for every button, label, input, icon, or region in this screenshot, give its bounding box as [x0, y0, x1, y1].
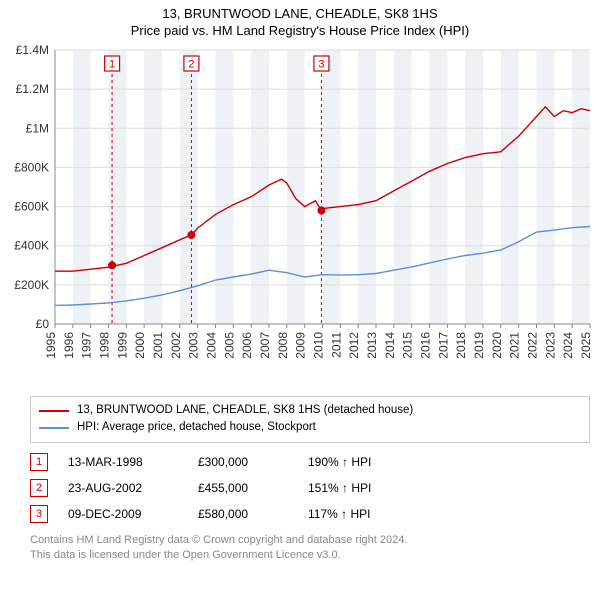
- svg-text:2007: 2007: [258, 332, 272, 359]
- svg-text:1997: 1997: [80, 332, 94, 359]
- svg-text:2006: 2006: [240, 332, 254, 359]
- svg-text:2019: 2019: [472, 332, 486, 359]
- title-address: 13, BRUNTWOOD LANE, CHEADLE, SK8 1HS: [8, 6, 592, 21]
- svg-text:2011: 2011: [329, 332, 343, 358]
- title-subtitle: Price paid vs. HM Land Registry's House …: [8, 23, 592, 38]
- chart: £0 £200K £400K £600K £800K £1M £1.2M £1.4M 1995 1…: [0, 42, 600, 392]
- svg-text:2001: 2001: [151, 332, 165, 359]
- svg-text:1: 1: [109, 58, 115, 70]
- legend-item: HPI: Average price, detached house, Stoc…: [39, 419, 581, 436]
- legend: 13, BRUNTWOOD LANE, CHEADLE, SK8 1HS (de…: [30, 396, 590, 443]
- event-row: 1 13-MAR-1998£300,000190% ↑ HPI: [30, 449, 590, 475]
- legend-swatch: [39, 427, 69, 429]
- footer: Contains HM Land Registry data © Crown c…: [30, 533, 590, 564]
- event-marker: 2: [30, 479, 48, 497]
- svg-text:2013: 2013: [365, 332, 379, 359]
- svg-text:£400K: £400K: [14, 239, 49, 253]
- svg-text:2004: 2004: [205, 332, 219, 359]
- svg-text:£1M: £1M: [26, 121, 49, 135]
- svg-text:2012: 2012: [347, 332, 361, 359]
- legend-swatch: [39, 410, 69, 412]
- event-price: £580,000: [198, 507, 308, 521]
- chart-container: 13, BRUNTWOOD LANE, CHEADLE, SK8 1HS Pri…: [0, 0, 600, 563]
- svg-text:2023: 2023: [543, 332, 557, 359]
- event-row: 3 09-DEC-2009£580,000117% ↑ HPI: [30, 501, 590, 527]
- svg-text:£1.2M: £1.2M: [16, 82, 49, 96]
- footer-line-2: This data is licensed under the Open Gov…: [30, 548, 590, 563]
- svg-text:2009: 2009: [294, 332, 308, 359]
- svg-text:1995: 1995: [44, 332, 58, 359]
- svg-text:2010: 2010: [312, 332, 326, 359]
- svg-text:2016: 2016: [419, 332, 433, 359]
- svg-text:2025: 2025: [579, 332, 593, 359]
- svg-text:2008: 2008: [276, 332, 290, 359]
- svg-text:2022: 2022: [526, 332, 540, 359]
- svg-text:2017: 2017: [436, 332, 450, 359]
- svg-text:£0: £0: [36, 317, 50, 331]
- title-block: 13, BRUNTWOOD LANE, CHEADLE, SK8 1HS Pri…: [0, 0, 600, 42]
- svg-text:£800K: £800K: [14, 160, 49, 174]
- event-delta: 151% ↑ HPI: [308, 481, 428, 495]
- event-date: 09-DEC-2009: [68, 507, 198, 521]
- svg-text:2015: 2015: [401, 332, 415, 359]
- event-date: 23-AUG-2002: [68, 481, 198, 495]
- event-row: 2 23-AUG-2002£455,000151% ↑ HPI: [30, 475, 590, 501]
- svg-text:2005: 2005: [222, 332, 236, 359]
- footer-line-1: Contains HM Land Registry data © Crown c…: [30, 533, 590, 548]
- svg-text:2: 2: [188, 58, 194, 70]
- svg-text:£200K: £200K: [14, 278, 49, 292]
- event-price: £455,000: [198, 481, 308, 495]
- svg-text:£600K: £600K: [14, 200, 49, 214]
- event-marker: 1: [30, 453, 48, 471]
- svg-text:2000: 2000: [133, 332, 147, 359]
- svg-text:2002: 2002: [169, 332, 183, 359]
- legend-label: HPI: Average price, detached house, Stoc…: [77, 419, 316, 436]
- svg-text:2018: 2018: [454, 332, 468, 359]
- svg-text:1998: 1998: [98, 332, 112, 359]
- svg-text:2024: 2024: [561, 332, 575, 359]
- svg-text:3: 3: [318, 58, 324, 70]
- event-marker: 3: [30, 505, 48, 523]
- legend-label: 13, BRUNTWOOD LANE, CHEADLE, SK8 1HS (de…: [77, 402, 413, 419]
- svg-text:2021: 2021: [508, 332, 522, 359]
- svg-text:2020: 2020: [490, 332, 504, 359]
- event-delta: 117% ↑ HPI: [308, 507, 428, 521]
- svg-text:£1.4M: £1.4M: [16, 43, 49, 57]
- svg-text:1999: 1999: [115, 332, 129, 359]
- svg-text:2003: 2003: [187, 332, 201, 359]
- event-date: 13-MAR-1998: [68, 455, 198, 469]
- events-table: 1 13-MAR-1998£300,000190% ↑ HPI 2 23-AUG-20…: [30, 449, 590, 527]
- event-delta: 190% ↑ HPI: [308, 455, 428, 469]
- legend-item: 13, BRUNTWOOD LANE, CHEADLE, SK8 1HS (de…: [39, 402, 581, 419]
- chart-svg: £0 £200K £400K £600K £800K £1M £1.2M £1.4M 1995 1…: [0, 42, 600, 392]
- svg-text:1996: 1996: [62, 332, 76, 359]
- event-price: £300,000: [198, 455, 308, 469]
- svg-text:2014: 2014: [383, 332, 397, 359]
